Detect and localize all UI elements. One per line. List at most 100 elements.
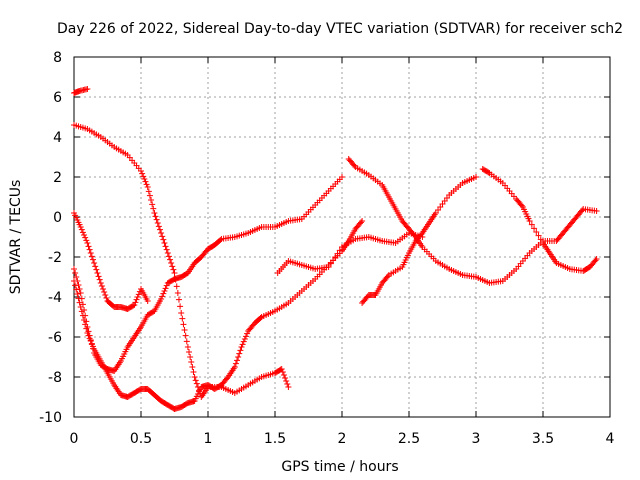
data-point [145, 188, 152, 195]
data-point [168, 260, 175, 266]
data-point [179, 315, 186, 322]
series-s1 [71, 86, 91, 96]
data-point [144, 298, 151, 304]
data-point [237, 347, 244, 354]
data-point [357, 219, 364, 226]
data-point [158, 296, 165, 302]
data-point [188, 359, 195, 365]
series-s9 [479, 166, 600, 274]
data-point [161, 288, 168, 294]
data-point [193, 380, 200, 387]
series-s3 [71, 210, 151, 312]
data-point [87, 338, 94, 344]
x-tick-label: 0.5 [130, 431, 152, 447]
data-point [579, 207, 586, 214]
y-tick-label: -2 [48, 250, 62, 266]
data-point [592, 257, 599, 264]
x-axis-label: GPS time / hours [281, 459, 398, 475]
x-tick-label: 1.5 [264, 431, 286, 447]
data-point [84, 86, 91, 92]
data-point [526, 218, 533, 224]
data-point [332, 254, 339, 260]
series-s7 [345, 156, 600, 286]
data-point [98, 283, 105, 289]
data-point [82, 321, 89, 328]
data-point [75, 295, 82, 302]
data-point [100, 286, 107, 292]
data-layer [71, 86, 600, 412]
data-point [238, 344, 245, 350]
data-point [163, 282, 170, 289]
x-tick-label: 3.5 [532, 431, 554, 447]
data-point [150, 205, 157, 212]
y-tick-label: 4 [53, 130, 62, 146]
chart-title: Day 226 of 2022, Sidereal Day-to-day VTE… [57, 21, 623, 37]
data-point [535, 232, 542, 239]
data-point [192, 377, 199, 384]
data-point [518, 202, 525, 209]
y-tick-label: -10 [39, 410, 62, 426]
data-point [156, 226, 163, 233]
data-point [169, 263, 176, 270]
data-point [234, 357, 241, 364]
series-s6 [274, 230, 426, 276]
data-point [160, 236, 167, 243]
y-axis-label: SDTVAR / TECUs [8, 180, 24, 295]
data-point [531, 225, 538, 232]
data-point [83, 237, 90, 244]
data-point [278, 366, 285, 372]
data-point [384, 273, 391, 280]
data-point [77, 290, 84, 296]
data-point [182, 332, 189, 339]
y-tick-label: -6 [48, 330, 62, 346]
data-point [165, 253, 172, 260]
data-point [158, 230, 165, 236]
x-tick-label: 2 [338, 431, 347, 447]
tick-layer: 0 0.5 1 1.5 2 2.5 3 3.5 4 -10 -8 -6 -4 -2 0 2 4 6 8 [39, 50, 614, 447]
data-point [162, 285, 169, 292]
data-point [285, 384, 292, 390]
data-point [133, 296, 140, 303]
data-point [240, 338, 247, 345]
data-point [84, 330, 91, 336]
x-tick-label: 0 [70, 431, 79, 447]
data-point [72, 282, 79, 289]
data-point [79, 229, 86, 236]
data-point [284, 381, 291, 387]
data-point [77, 224, 84, 230]
data-point [485, 169, 492, 176]
data-point [131, 302, 138, 308]
data-point [244, 330, 251, 337]
data-point [183, 338, 190, 345]
y-tick-label: -4 [48, 290, 62, 306]
data-point [148, 197, 155, 203]
data-point [593, 256, 600, 262]
data-point [190, 369, 197, 375]
data-point [95, 273, 102, 280]
data-point [170, 266, 177, 273]
data-point [239, 341, 246, 348]
data-point [154, 220, 161, 226]
data-point [151, 210, 158, 216]
data-point [103, 295, 110, 301]
grid-layer [74, 57, 610, 417]
y-tick-label: 0 [53, 210, 62, 226]
data-point [72, 270, 79, 276]
data-point [162, 243, 169, 250]
data-point [76, 286, 83, 292]
data-point [241, 336, 248, 342]
data-point [187, 354, 194, 360]
data-point [164, 250, 171, 256]
x-tick-label: 1 [204, 431, 213, 447]
series-s2 [71, 122, 292, 400]
data-point [94, 270, 101, 276]
data-point [135, 291, 142, 298]
data-point [191, 374, 198, 380]
data-point [78, 226, 85, 233]
data-point [91, 260, 98, 266]
data-point [178, 310, 185, 316]
data-point [93, 266, 100, 273]
data-point [186, 349, 193, 355]
data-point [175, 296, 182, 303]
data-point [161, 240, 168, 246]
